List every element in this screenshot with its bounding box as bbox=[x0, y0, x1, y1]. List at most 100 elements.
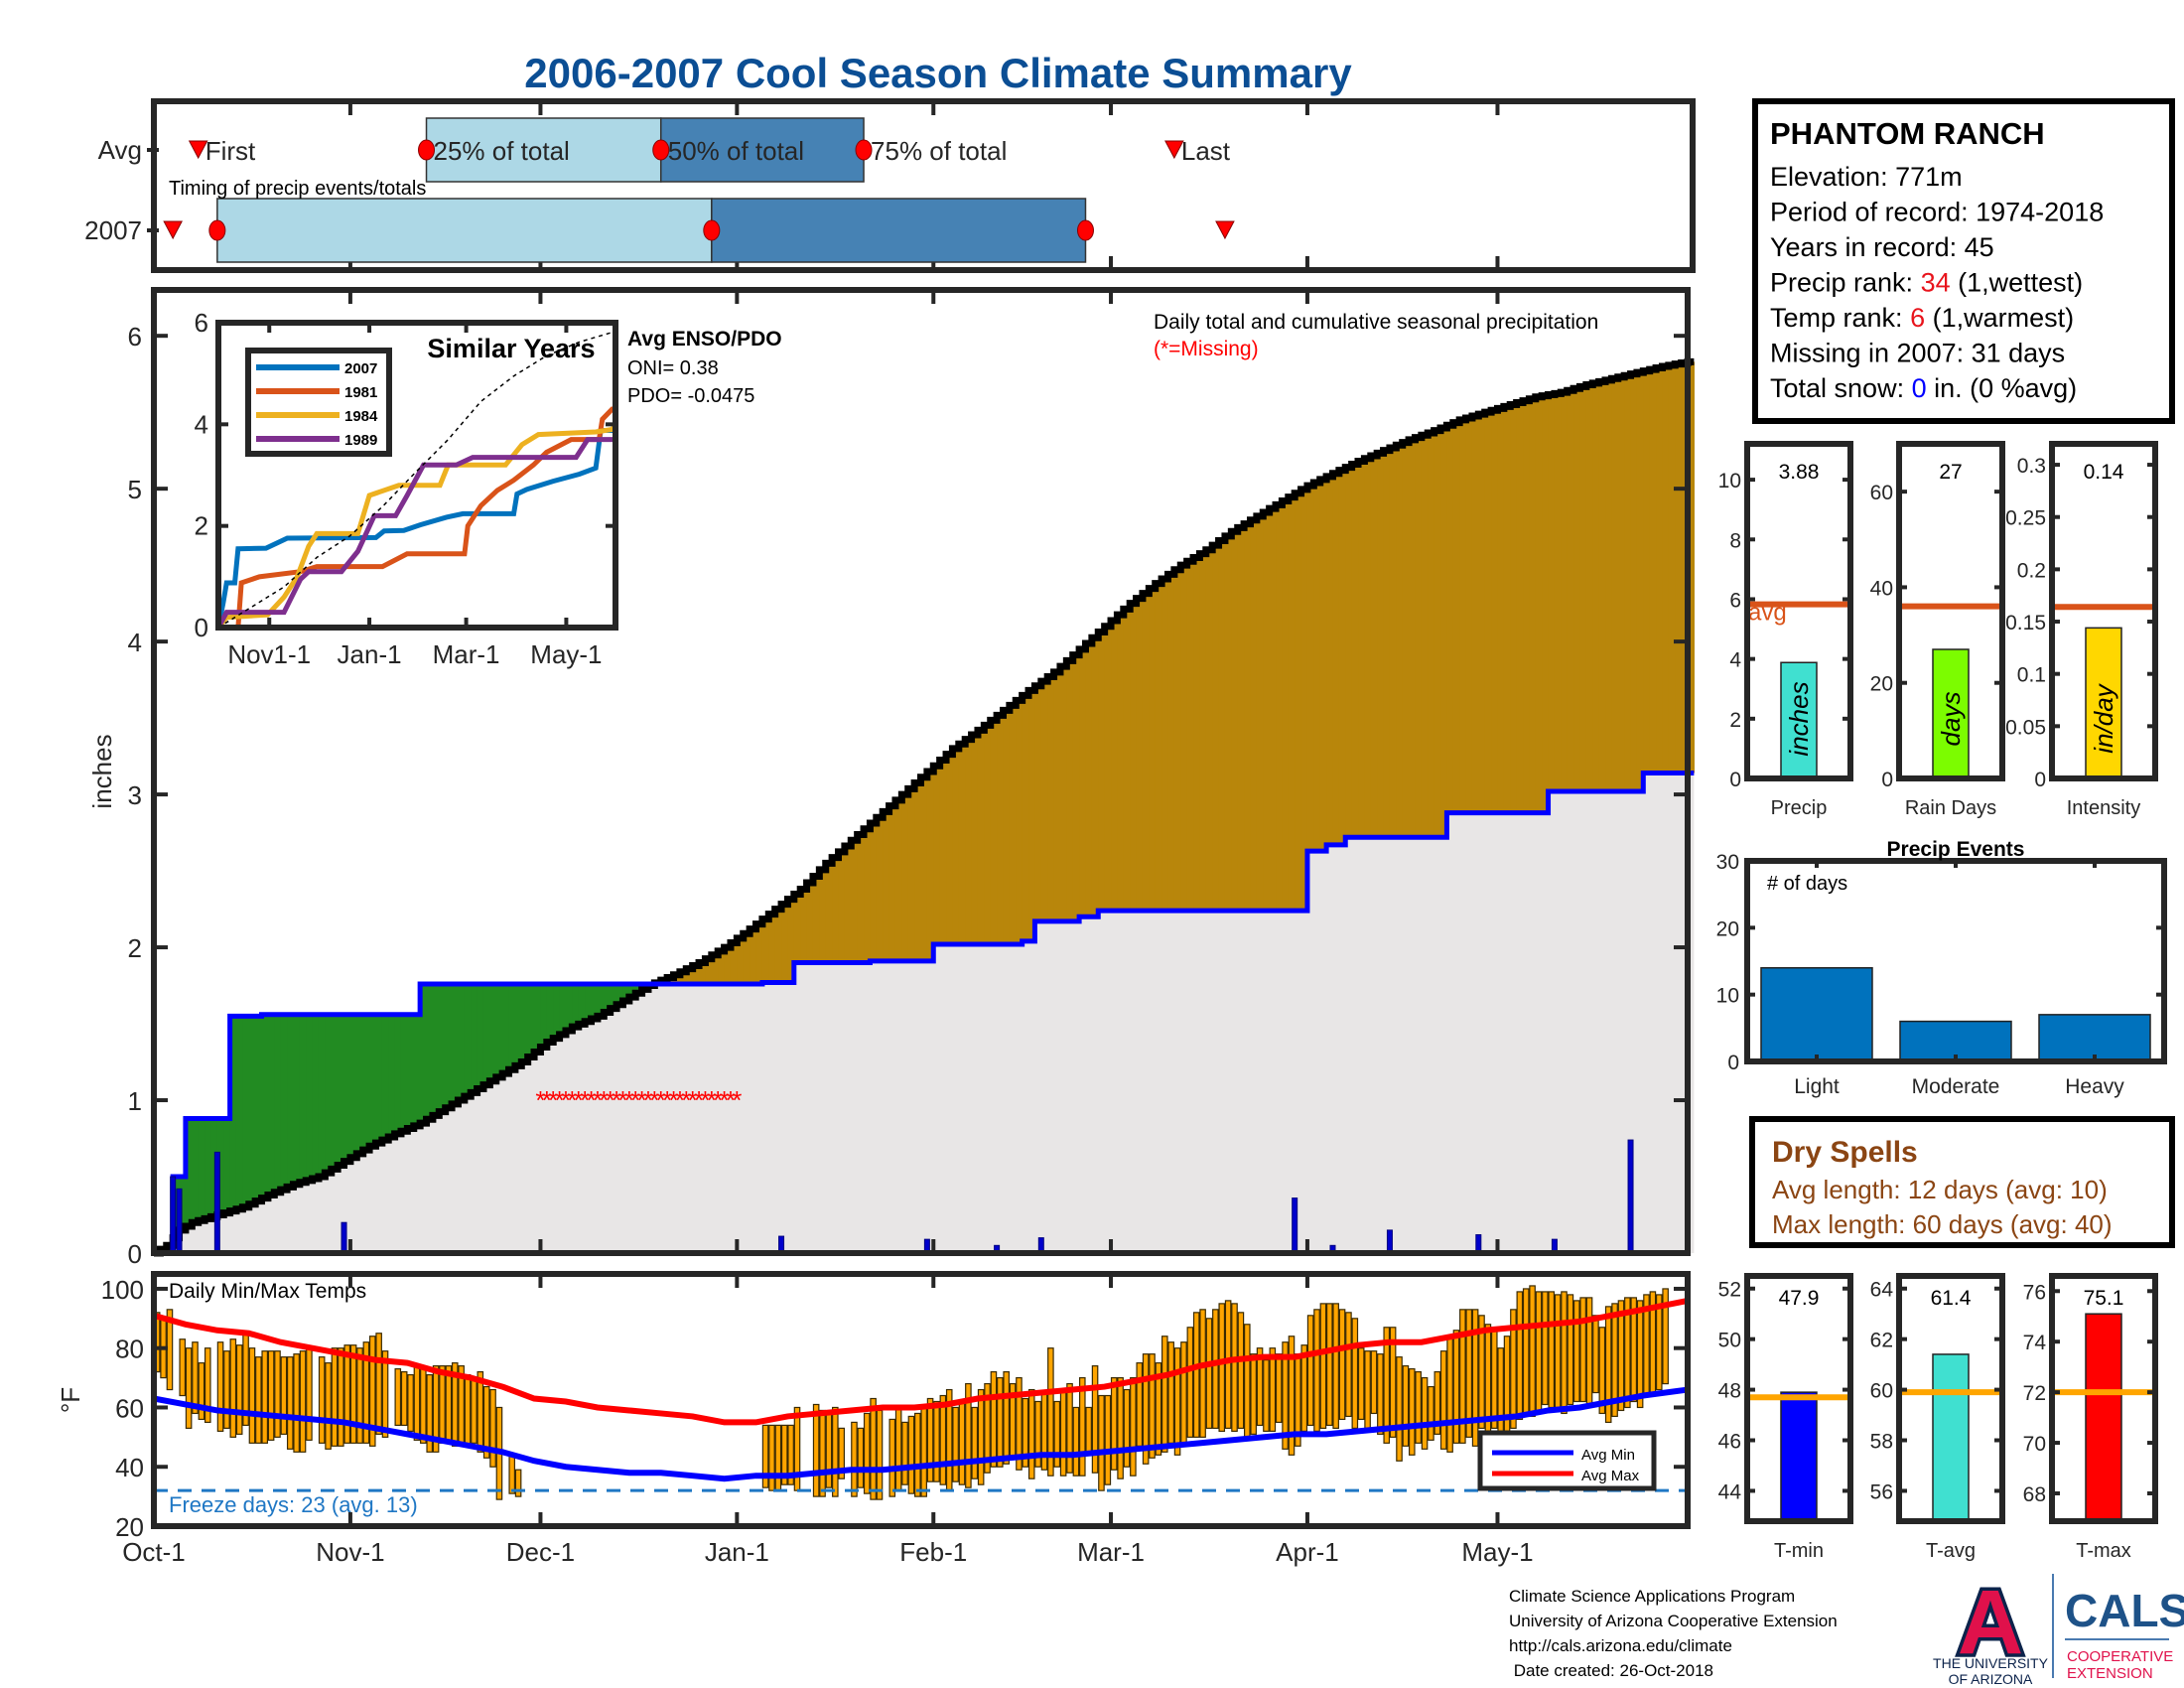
temp-range-bar bbox=[1516, 1291, 1524, 1421]
temp-range-bar bbox=[1205, 1318, 1213, 1429]
temp-range-bar bbox=[426, 1373, 434, 1453]
temp-range-bar bbox=[362, 1341, 370, 1444]
info-value: 45 bbox=[1965, 232, 1994, 262]
inset-y-label: 6 bbox=[195, 308, 208, 338]
deficit-area bbox=[971, 735, 979, 944]
surplus-area bbox=[489, 984, 497, 1081]
temp-range-bar bbox=[1066, 1382, 1073, 1474]
temp-range-bar bbox=[984, 1382, 991, 1474]
surplus-area bbox=[464, 984, 472, 1097]
deficit-area bbox=[1111, 620, 1119, 912]
info-suffix: (1,wettest) bbox=[1951, 268, 2084, 298]
deficit-area bbox=[1542, 395, 1550, 813]
deficit-area bbox=[1351, 464, 1359, 838]
temp-range-bar bbox=[1377, 1353, 1384, 1435]
freeze-days-label: Freeze days: 23 (avg. 13) bbox=[169, 1492, 418, 1517]
deficit-area bbox=[1193, 557, 1201, 912]
temp-range-bar bbox=[1288, 1336, 1296, 1456]
deficit-area bbox=[812, 876, 820, 963]
panel-frame bbox=[2049, 441, 2158, 781]
surplus-area bbox=[597, 984, 605, 1017]
temp-range-bar bbox=[1624, 1297, 1631, 1409]
info-value: 34 bbox=[1921, 268, 1951, 298]
temp-range-bar bbox=[793, 1406, 801, 1491]
panel-value-label: 75.1 bbox=[2084, 1287, 2124, 1310]
temp-range-bar bbox=[1104, 1394, 1112, 1485]
info-value: 6 bbox=[1910, 303, 1925, 333]
temps-x-label: May-1 bbox=[1461, 1537, 1533, 1567]
deficit-area bbox=[1237, 527, 1245, 912]
temp-range-bar bbox=[907, 1415, 915, 1494]
temp-range-bar bbox=[375, 1333, 382, 1435]
avg-50-75-bar bbox=[659, 117, 865, 183]
panel-frame bbox=[2049, 1273, 2158, 1524]
temp-range-bar bbox=[1585, 1297, 1593, 1406]
temp-range-bar bbox=[1510, 1309, 1517, 1429]
enso-title: Avg ENSO/PDO bbox=[627, 328, 782, 351]
panel-y-label: 0 bbox=[1881, 769, 1893, 791]
temp-range-bar bbox=[1053, 1400, 1061, 1468]
panel-y-label: 70 bbox=[2023, 1433, 2046, 1456]
surplus-area bbox=[205, 1118, 212, 1219]
deficit-area bbox=[1465, 417, 1473, 813]
missing-legend: (*=Missing) bbox=[1154, 338, 1259, 360]
logo-text-2: OF ARIZONA bbox=[1949, 1671, 2033, 1687]
deficit-area bbox=[1630, 373, 1638, 792]
deficit-area bbox=[1433, 430, 1441, 838]
y-axis-label: inches bbox=[87, 734, 117, 808]
deficit-area bbox=[1585, 384, 1593, 792]
inset-y-label: 0 bbox=[195, 613, 208, 642]
deficit-area bbox=[1409, 439, 1417, 838]
temp-range-bar bbox=[1345, 1312, 1352, 1418]
temp-range-bar bbox=[198, 1362, 205, 1421]
panel-y-label: 48 bbox=[1718, 1380, 1741, 1403]
deficit-area bbox=[743, 933, 751, 985]
info-label: Period of record: bbox=[1770, 198, 1976, 227]
temps-x-label: Apr-1 bbox=[1276, 1537, 1339, 1567]
missing-marker: * bbox=[630, 1085, 640, 1115]
deficit-area bbox=[958, 744, 966, 944]
missing-marker: * bbox=[612, 1085, 621, 1115]
missing-marker: * bbox=[643, 1085, 653, 1115]
surplus-area bbox=[521, 984, 529, 1062]
missing-marker: * bbox=[732, 1085, 742, 1115]
surplus-area bbox=[356, 1014, 364, 1154]
temp-range-bar bbox=[1529, 1285, 1536, 1418]
deficit-area bbox=[1117, 615, 1125, 912]
deficit-area bbox=[711, 954, 719, 985]
temps-y-label: 100 bbox=[101, 1275, 144, 1305]
temp-range-bar bbox=[514, 1469, 522, 1497]
surplus-area bbox=[458, 984, 466, 1101]
panel-y-label: 44 bbox=[1718, 1480, 1742, 1503]
temps-x-label: Jan-1 bbox=[705, 1537, 769, 1567]
deficit-area bbox=[705, 958, 713, 985]
surplus-area bbox=[527, 984, 535, 1057]
panel-frame bbox=[1896, 441, 2005, 781]
temp-range-bar bbox=[1396, 1356, 1403, 1462]
surplus-area bbox=[235, 1016, 243, 1209]
deficit-area bbox=[926, 772, 934, 961]
surplus-area bbox=[349, 1014, 357, 1158]
obs-cumulative-line bbox=[154, 771, 1695, 1256]
deficit-area bbox=[901, 794, 909, 961]
panel-y-label: 72 bbox=[2023, 1382, 2046, 1405]
deficit-area bbox=[977, 730, 985, 944]
deficit-area bbox=[1028, 690, 1036, 941]
avg-max-line bbox=[153, 1297, 1689, 1426]
temp-range-bar bbox=[1098, 1394, 1105, 1491]
temp-range-bar bbox=[413, 1365, 421, 1441]
deficit-area bbox=[844, 846, 852, 963]
temp-range-bar bbox=[1561, 1291, 1568, 1415]
deficit-area bbox=[952, 748, 960, 944]
footer-link[interactable]: http://cals.arizona.edu/climate bbox=[1509, 1636, 1732, 1655]
temps-y-axis-label: °F bbox=[56, 1387, 85, 1413]
temps-x-label: Dec-1 bbox=[506, 1537, 575, 1567]
temp-range-bar bbox=[1452, 1330, 1460, 1444]
surplus-area bbox=[267, 1014, 275, 1196]
temp-range-bar bbox=[832, 1406, 839, 1497]
deficit-area bbox=[933, 766, 941, 944]
p50-marker-icon bbox=[652, 139, 670, 161]
temps-x-label: Oct-1 bbox=[122, 1537, 186, 1567]
temp-range-bar bbox=[299, 1350, 307, 1453]
deficit-area bbox=[806, 883, 814, 963]
